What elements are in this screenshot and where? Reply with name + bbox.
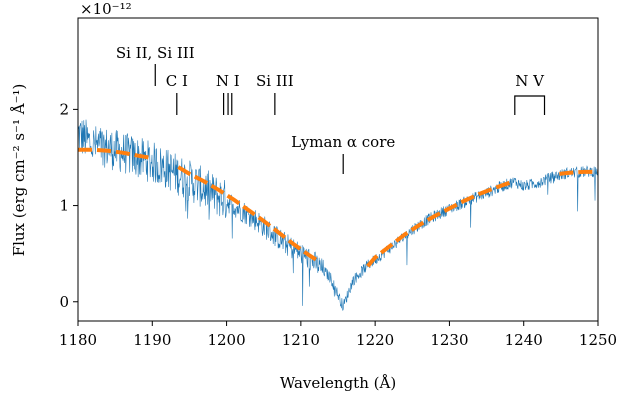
annotation-bracket xyxy=(514,95,546,115)
x-tick-label: 1180 xyxy=(59,331,97,349)
plot-area-frame xyxy=(77,17,599,322)
annotation-label: N V xyxy=(515,72,545,90)
annotation-label: Si II, Si III xyxy=(116,44,195,62)
y-tick-label: 2 xyxy=(59,100,69,118)
y-tick-label: 0 xyxy=(59,293,69,311)
x-tick-label: 1230 xyxy=(430,331,468,349)
annotation-label: Si III xyxy=(256,72,294,90)
fit-segment-1 xyxy=(78,147,149,160)
spectrum-line xyxy=(77,119,598,311)
y-axis-ticks: 0 1 2 xyxy=(59,100,78,311)
x-axis-ticks: 1180 1190 1200 1210 1220 1230 1240 1250 xyxy=(59,321,617,349)
y-axis-multiplier: ×10⁻¹² xyxy=(80,0,132,18)
annotation-label: C I xyxy=(166,72,188,90)
line-annotations: Si II, Si III C I N I Si III Lyman α core N V xyxy=(116,44,545,174)
x-tick-label: 1250 xyxy=(579,331,617,349)
x-axis-title: Wavelength (Å) xyxy=(280,374,396,392)
x-tick-label: 1210 xyxy=(282,331,320,349)
fit-segment-3 xyxy=(366,180,512,268)
x-tick-label: 1190 xyxy=(133,331,171,349)
x-tick-label: 1240 xyxy=(505,331,543,349)
y-axis-title: Flux (erg cm⁻² s⁻¹ Å⁻¹) xyxy=(10,84,28,257)
fit-series xyxy=(78,147,598,268)
x-tick-label: 1200 xyxy=(207,331,245,349)
annotation-label: N I xyxy=(216,72,240,90)
spectrum-series xyxy=(77,119,598,311)
y-tick-label: 1 xyxy=(59,197,69,215)
fit-segment-4 xyxy=(559,169,598,176)
x-tick-label: 1220 xyxy=(356,331,394,349)
annotation-label: Lyman α core xyxy=(291,133,395,151)
fit-segment-2 xyxy=(177,165,319,263)
